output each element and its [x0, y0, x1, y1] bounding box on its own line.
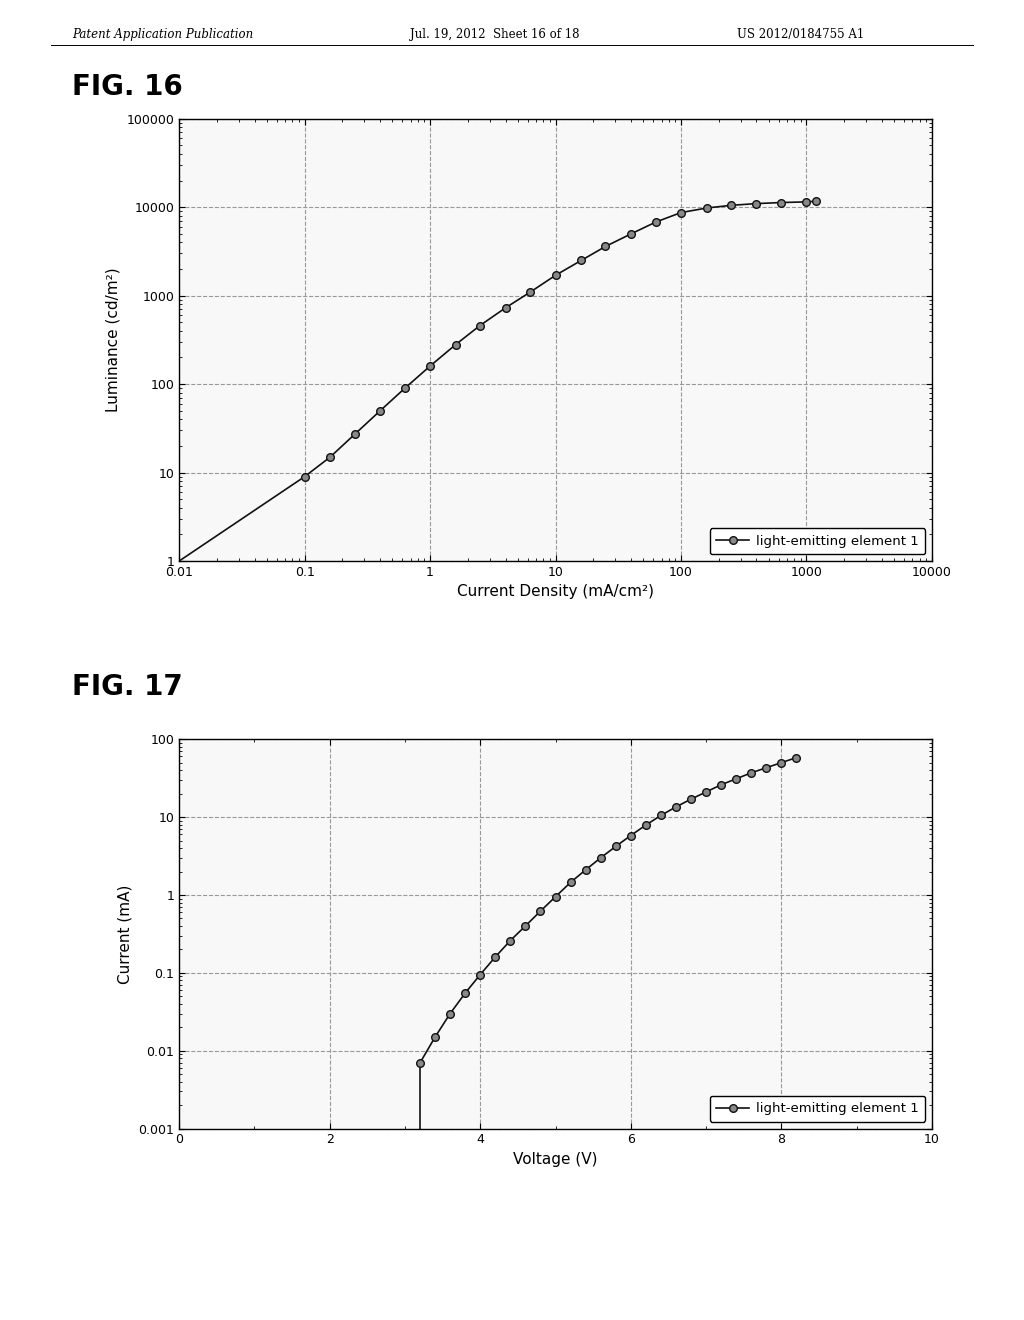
light-emitting element 1: [414, 1055, 426, 1071]
light-emitting element 1: [730, 771, 742, 787]
light-emitting element 1: [348, 426, 360, 442]
Legend: light-emitting element 1: light-emitting element 1: [710, 1096, 926, 1122]
light-emitting element 1: [549, 888, 561, 904]
light-emitting element 1: [429, 1030, 441, 1045]
light-emitting element 1: [700, 201, 713, 216]
light-emitting element 1: [535, 903, 547, 919]
light-emitting element 1: [424, 358, 436, 374]
Text: US 2012/0184755 A1: US 2012/0184755 A1: [737, 28, 864, 41]
Line: light-emitting element 1: light-emitting element 1: [301, 198, 820, 480]
light-emitting element 1: [670, 799, 682, 814]
Legend: light-emitting element 1: light-emitting element 1: [710, 528, 926, 554]
light-emitting element 1: [474, 318, 486, 334]
Y-axis label: Luminance (cd/m²): Luminance (cd/m²): [105, 268, 121, 412]
Text: FIG. 17: FIG. 17: [72, 673, 182, 701]
light-emitting element 1: [760, 760, 772, 776]
light-emitting element 1: [810, 193, 822, 209]
light-emitting element 1: [299, 469, 311, 484]
light-emitting element 1: [489, 949, 502, 965]
light-emitting element 1: [745, 764, 758, 780]
light-emitting element 1: [504, 933, 516, 949]
light-emitting element 1: [325, 449, 337, 465]
light-emitting element 1: [775, 755, 787, 771]
Text: Patent Application Publication: Patent Application Publication: [72, 28, 253, 41]
light-emitting element 1: [580, 862, 592, 878]
light-emitting element 1: [564, 874, 577, 890]
light-emitting element 1: [640, 817, 652, 833]
Line: light-emitting element 1: light-emitting element 1: [416, 754, 800, 1067]
light-emitting element 1: [609, 838, 622, 854]
light-emitting element 1: [800, 194, 812, 210]
Text: FIG. 16: FIG. 16: [72, 73, 182, 100]
light-emitting element 1: [595, 850, 607, 866]
light-emitting element 1: [625, 226, 637, 242]
light-emitting element 1: [654, 808, 667, 824]
light-emitting element 1: [450, 337, 462, 352]
light-emitting element 1: [599, 239, 611, 255]
light-emitting element 1: [500, 300, 512, 315]
light-emitting element 1: [459, 985, 471, 1001]
light-emitting element 1: [444, 1006, 457, 1022]
light-emitting element 1: [398, 380, 411, 396]
light-emitting element 1: [791, 750, 803, 766]
X-axis label: Voltage (V): Voltage (V): [513, 1152, 598, 1167]
light-emitting element 1: [374, 403, 386, 418]
light-emitting element 1: [700, 784, 713, 800]
light-emitting element 1: [474, 966, 486, 982]
X-axis label: Current Density (mA/cm²): Current Density (mA/cm²): [457, 585, 654, 599]
light-emitting element 1: [524, 284, 537, 300]
light-emitting element 1: [775, 194, 787, 210]
light-emitting element 1: [625, 828, 637, 843]
light-emitting element 1: [649, 214, 662, 230]
light-emitting element 1: [575, 252, 588, 268]
light-emitting element 1: [725, 198, 737, 214]
light-emitting element 1: [675, 205, 687, 220]
Text: Jul. 19, 2012  Sheet 16 of 18: Jul. 19, 2012 Sheet 16 of 18: [410, 28, 580, 41]
light-emitting element 1: [715, 777, 727, 793]
Y-axis label: Current (mA): Current (mA): [118, 884, 133, 983]
light-emitting element 1: [751, 195, 763, 211]
light-emitting element 1: [519, 917, 531, 933]
light-emitting element 1: [685, 791, 697, 807]
light-emitting element 1: [549, 268, 561, 284]
